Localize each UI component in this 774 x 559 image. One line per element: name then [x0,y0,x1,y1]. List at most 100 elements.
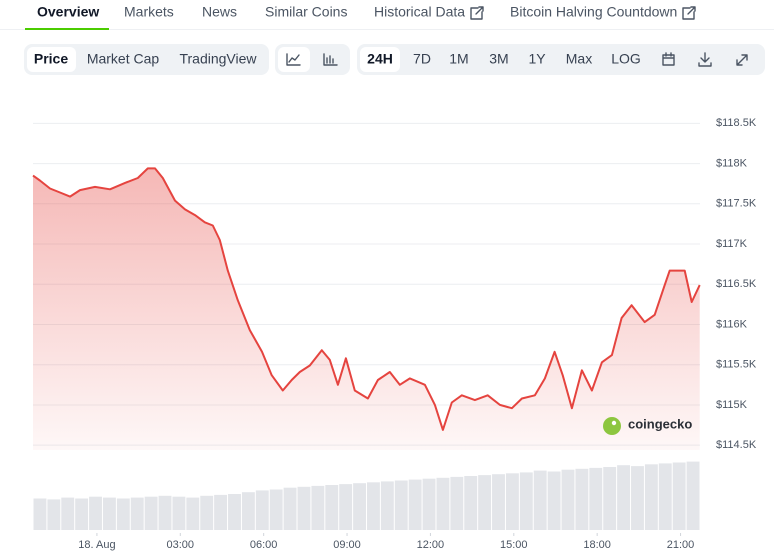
volume-bar [644,464,658,530]
volume-bar [505,473,519,530]
y-tick-label: $116.5K [716,278,757,290]
tab[interactable]: Overview [37,4,99,20]
toolbar: Price Market Cap TradingView 24H 7D 1M 3… [24,44,765,75]
volume-bar [89,496,102,530]
volume-bar [380,481,394,530]
price-line [32,167,701,431]
y-tick-label: $115K [716,399,748,411]
volume-bar [61,497,75,530]
x-tick-label: 12:00 [417,539,445,551]
external-link-icon [470,6,484,20]
candle-chart-button[interactable] [323,53,338,66]
volume-bar [130,497,144,530]
volume-bar [353,483,366,530]
chart-option-button[interactable]: Market Cap [87,51,160,67]
y-tick-label: $115.5K [716,359,757,371]
volume-bar [492,474,505,530]
volume-bar [533,470,547,530]
volume-bar [186,497,200,530]
calendar-button[interactable] [662,52,675,66]
volume-bar [394,480,408,530]
volume-bar [367,482,380,530]
volume-bar [200,495,214,530]
volume-bar [214,494,228,530]
volume-bar [325,485,339,530]
y-tick-label: $118K [716,157,748,169]
range-button[interactable]: 7D [413,51,431,67]
button-group [24,44,269,75]
tab[interactable]: Markets [124,4,174,20]
tab[interactable]: Similar Coins [265,4,347,20]
volume-bar [228,494,241,530]
x-tick-label: 21:00 [667,539,695,551]
x-tick-label: 15:00 [500,539,528,551]
tab[interactable]: Historical Data [374,4,465,20]
volume-bar [575,468,589,530]
watermark-logo-eye [611,420,617,426]
button-group [357,44,765,75]
tab-bar: Overview Markets News Similar Coins Hist… [0,4,774,30]
volume-bar [102,497,116,530]
chart-option-button[interactable]: Price [34,51,68,67]
volume-bar [408,479,422,530]
volume-bar [561,469,575,530]
external-link-icon [682,6,696,20]
volume-bar [269,489,283,530]
volume-bar [283,487,297,530]
volume-bar [422,478,436,530]
volume-bar [339,484,353,530]
volume-bar [686,461,700,530]
price-area-fill [33,168,700,450]
volume-bar [47,499,61,530]
range-button[interactable]: LOG [611,51,641,67]
volume-bar [158,495,172,530]
chart: $114.5K $115K $115.5K $116K $116.5K $117K $117… [32,117,757,551]
volume-bar [589,467,603,530]
volume-bar [450,476,464,530]
watermark: coingecko [603,416,692,435]
range-button[interactable]: 1Y [528,51,546,67]
x-tick-label: 06:00 [250,539,278,551]
y-tick-label: $116K [716,318,748,330]
volume-bar [658,463,672,530]
volume-bar [436,477,450,530]
tab-underline [25,28,109,30]
tab[interactable]: Bitcoin Halving Countdown [510,4,677,20]
y-tick-label: $118.5K [716,117,757,129]
chart-option-button[interactable]: TradingView [179,51,257,67]
range-button[interactable]: 3M [489,51,508,67]
volume-bar [547,471,561,530]
line-chart-icon [286,53,301,66]
volume-bar [478,475,492,530]
range-button[interactable]: 1M [449,51,468,67]
x-tick-label: 18. Aug [78,539,115,551]
volume-bar [255,490,269,530]
volume-bar [33,498,47,530]
watermark-text: coingecko [628,416,692,431]
volume-bar [603,467,617,530]
x-tick-label: 03:00 [167,539,195,551]
volume-bar [464,476,478,530]
range-button[interactable]: Max [566,51,592,67]
download-button[interactable] [698,52,712,67]
y-tick-label: $117.5K [716,198,757,210]
button-selected-bg [27,47,76,72]
volume-bar [617,465,631,530]
volume-bar [75,498,89,530]
volume-bar [116,498,130,530]
volume-bar [311,485,325,530]
fullscreen-button[interactable] [736,54,748,66]
volume-bar [672,462,686,530]
tab[interactable]: News [202,4,237,20]
x-tick-label: 18:00 [583,539,611,551]
y-tick-label: $114.5K [716,439,757,451]
volume-bar [241,492,255,530]
volume-bar [172,496,186,530]
button-selected-bg [360,47,400,72]
watermark-logo [603,417,621,435]
range-button[interactable]: 24H [367,51,393,67]
volume-bar [519,472,533,530]
volume-bar [144,496,158,530]
volume-bar [297,486,311,530]
